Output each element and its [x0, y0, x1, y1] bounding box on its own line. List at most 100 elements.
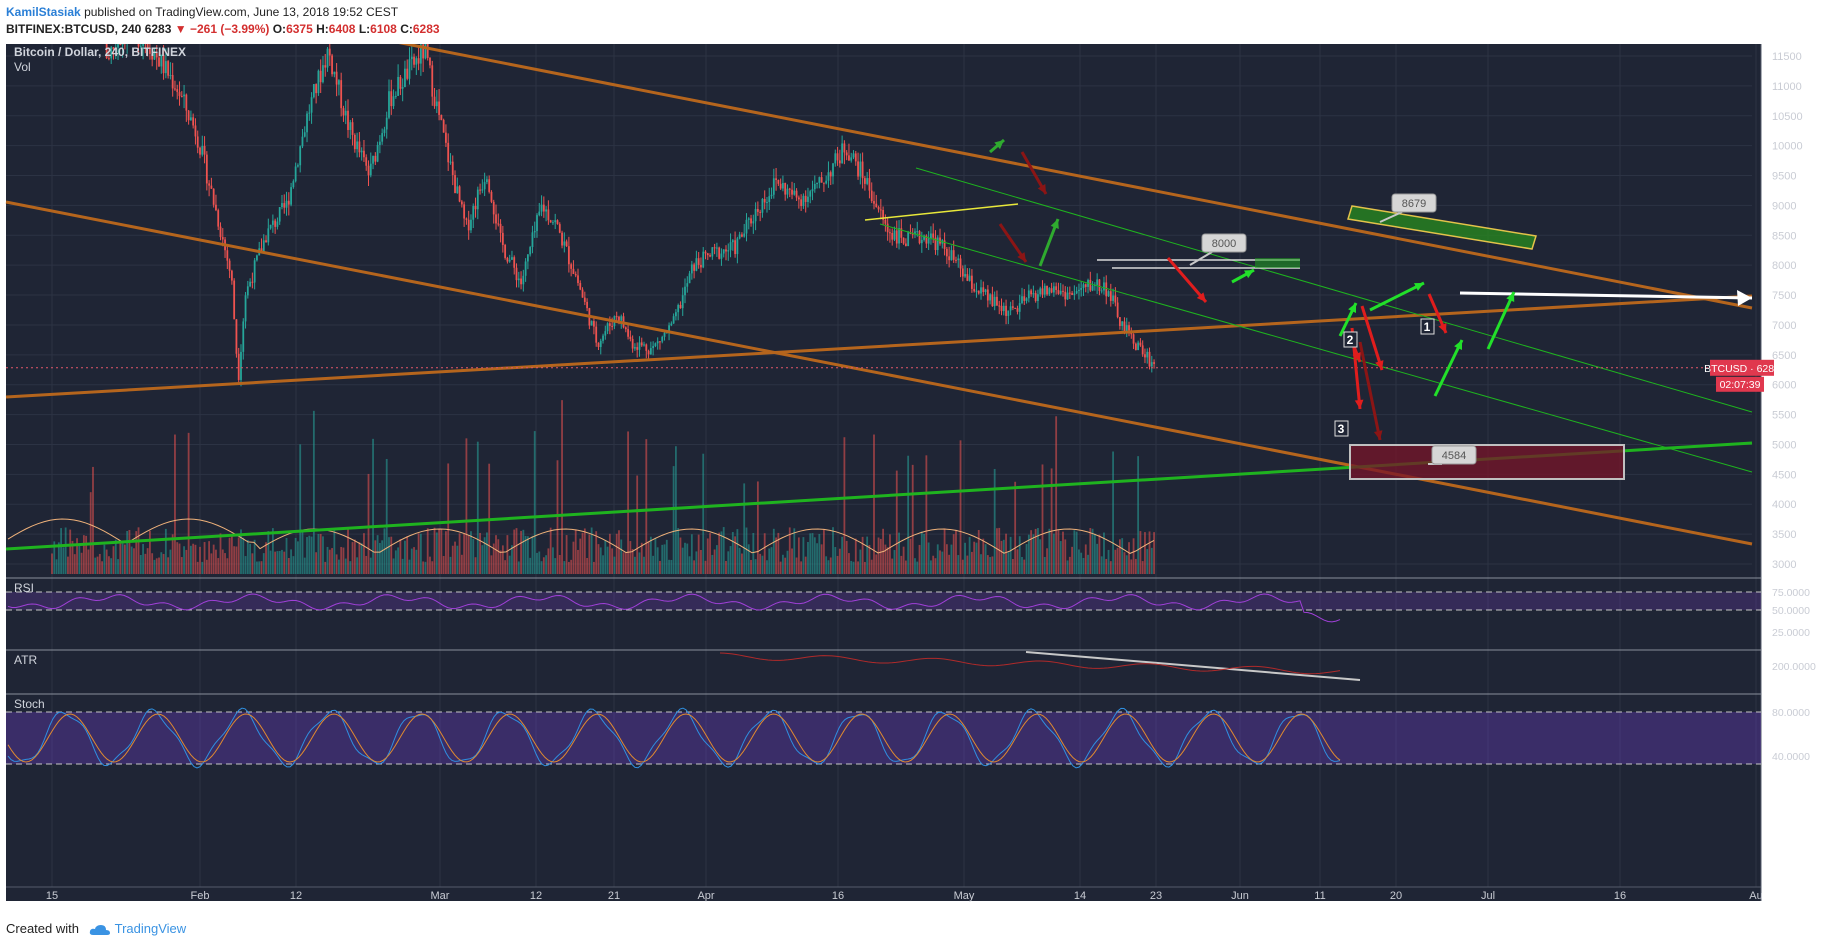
candle-body — [267, 228, 270, 243]
volume-bar — [581, 532, 584, 574]
atr-line — [719, 652, 1341, 675]
candle-body — [763, 199, 766, 203]
volume-bar — [859, 549, 862, 574]
candle-body — [797, 197, 800, 200]
candle-body — [820, 177, 823, 183]
scenario-up-arrow-head — [1348, 303, 1356, 313]
channel-upper-line[interactable] — [915, 167, 1753, 413]
volume-bar — [973, 541, 976, 574]
candle-body — [365, 157, 368, 166]
atr-trend-line[interactable] — [1025, 651, 1361, 681]
past-down-arrow[interactable] — [1166, 257, 1208, 303]
channel-lower-line[interactable] — [879, 223, 1753, 473]
tradingview-link[interactable]: TradingView — [114, 921, 187, 936]
green-zone-small[interactable] — [1255, 258, 1300, 268]
price-chart[interactable]: 3000 3500 4000 4500 5000 5500 6000 6500 7000 7500… — [0, 44, 1828, 918]
volume-bar — [1062, 531, 1064, 574]
price-axis[interactable]: 3000 3500 4000 4500 5000 5500 6000 6500 7000 7500… — [1760, 44, 1816, 901]
candle-body — [401, 86, 404, 89]
scenario-down-arrow[interactable] — [1358, 341, 1382, 441]
volume-bar — [260, 561, 263, 574]
volume-bar — [388, 537, 390, 574]
volume-bar — [672, 466, 675, 574]
descending-resistance-line[interactable] — [386, 44, 1753, 310]
close-label: C: — [400, 22, 413, 36]
scenario-down-arrow[interactable] — [1360, 305, 1384, 371]
author-link[interactable]: KamilStasiak — [6, 5, 81, 19]
candle-body — [1021, 296, 1023, 304]
volume-bar — [1071, 546, 1073, 574]
candle-body — [727, 250, 730, 252]
volume-bar — [766, 560, 768, 574]
volume-bar — [934, 558, 937, 574]
scenario-up-arrow[interactable] — [1486, 291, 1516, 350]
candle-body — [1123, 321, 1126, 332]
volume-bar — [1002, 539, 1005, 574]
candle-body — [438, 101, 440, 115]
volume-bar — [463, 533, 466, 574]
candle-body — [374, 155, 377, 162]
volume-bar — [647, 541, 650, 574]
volume-bar — [1103, 532, 1105, 574]
target-zone-top[interactable] — [1347, 205, 1537, 250]
volume-bar — [688, 556, 691, 574]
candle-body — [187, 110, 190, 121]
candle-body — [745, 219, 748, 234]
volume-bar — [276, 551, 279, 574]
scenario-up-arrow[interactable] — [1369, 281, 1425, 312]
candle-body — [693, 264, 696, 271]
candle-body — [866, 178, 869, 184]
candle-body — [1030, 290, 1033, 295]
descending-support-line[interactable] — [5, 200, 1753, 546]
candle-body — [303, 132, 306, 137]
candle-body — [1091, 285, 1094, 291]
created-with-text: Created with — [6, 921, 79, 936]
volume-bar — [121, 543, 124, 574]
white-arrow-line[interactable] — [1459, 291, 1753, 300]
volume-bar — [101, 561, 103, 574]
candle-body — [486, 179, 488, 183]
candle-body — [385, 117, 388, 130]
target-zone-bottom[interactable] — [1349, 444, 1625, 480]
volume-bar — [356, 557, 359, 574]
callout-box[interactable] — [1391, 193, 1437, 213]
candle-body — [315, 84, 318, 94]
volume-bar — [925, 455, 928, 574]
volume-bar — [1073, 530, 1076, 574]
volume-bar — [174, 434, 176, 574]
candle-body — [950, 250, 953, 261]
volume-bar — [1078, 549, 1080, 574]
candle-body — [961, 268, 964, 277]
candle-body — [281, 203, 283, 208]
volume-bar — [1109, 561, 1112, 574]
callout-box[interactable] — [1431, 445, 1477, 465]
volume-bar — [754, 559, 757, 574]
candle-body — [495, 214, 497, 224]
volume-bar — [303, 557, 306, 574]
volume-bar — [857, 561, 859, 574]
yellow-trend-line[interactable] — [864, 203, 1019, 221]
candle-body — [738, 234, 741, 239]
time-axis[interactable]: 15 Feb 12 Mar 12 21 Apr 16 May 14 23 Jun 11 20 Jul 16 Au — [6, 886, 1763, 902]
volume-bar — [772, 528, 775, 574]
scenario-up-arrow[interactable] — [1433, 339, 1464, 397]
candle-body — [1078, 289, 1080, 292]
candle-body — [310, 97, 313, 113]
volume-bar — [249, 543, 251, 574]
candle-body — [586, 301, 588, 309]
callout-box[interactable] — [1201, 233, 1247, 253]
candle-body — [483, 182, 486, 190]
candle-body — [472, 205, 475, 220]
volume-bar — [212, 544, 215, 574]
volume-bar — [879, 538, 882, 574]
candle-body — [902, 237, 905, 244]
candle-body — [121, 44, 124, 45]
volume-bar — [358, 542, 361, 574]
candle-body — [1023, 296, 1026, 301]
volume-bar — [271, 528, 274, 574]
volume-bar — [183, 546, 185, 574]
candle-body — [164, 61, 167, 74]
candle-body — [1011, 306, 1014, 308]
volume-bar — [900, 555, 903, 574]
ascending-support-line[interactable] — [5, 294, 1753, 399]
